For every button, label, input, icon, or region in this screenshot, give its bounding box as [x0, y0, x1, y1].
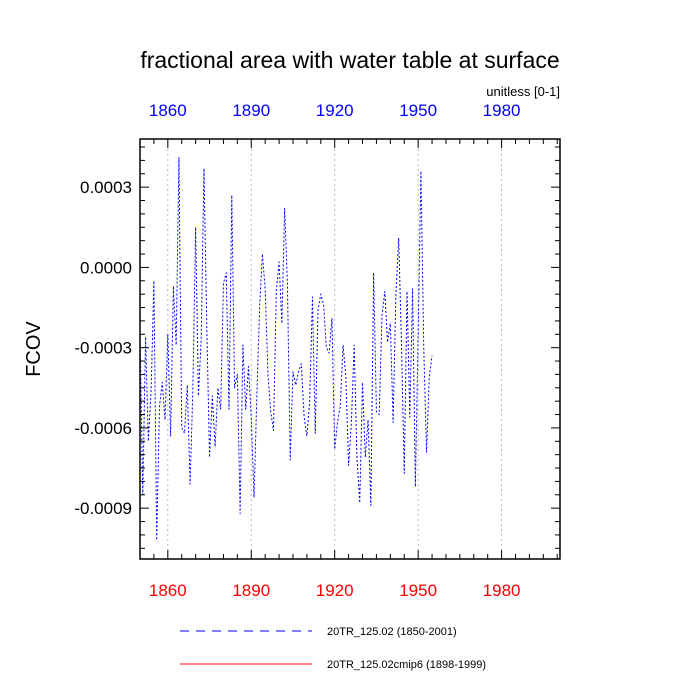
- series-line-1: [139, 157, 433, 541]
- tick-labels: 1860 1860 1890 1890 1920 1920 1950 1950 1980 1980…: [74, 101, 520, 600]
- legend-label-1: 20TR_125.02 (1850-2001): [327, 626, 457, 638]
- x-tick-label: 1890: [232, 581, 270, 600]
- y-tick-label: 0.0003: [80, 178, 132, 197]
- units-label: unitless [0-1]: [486, 84, 560, 99]
- axis-ticks: [139, 139, 560, 559]
- series-lines: [139, 157, 433, 541]
- x-top-tick-label: 1890: [232, 101, 270, 120]
- x-tick-label: 1920: [316, 581, 354, 600]
- legend: 20TR_125.02 (1850-2001) 20TR_125.02cmip6 …: [180, 626, 486, 671]
- x-top-tick-label: 1950: [399, 101, 437, 120]
- chart-title: fractional area with water table at surf…: [140, 47, 559, 73]
- y-tick-label: -0.0003: [74, 339, 132, 358]
- x-top-tick-label: 1980: [483, 101, 521, 120]
- y-tick-label: -0.0006: [74, 419, 132, 438]
- y-axis-label: FCOV: [23, 321, 45, 377]
- x-top-tick-label: 1860: [149, 101, 187, 120]
- x-tick-label: 1980: [483, 581, 521, 600]
- y-tick-label: 0.0000: [80, 258, 132, 277]
- x-tick-label: 1950: [399, 581, 437, 600]
- x-top-tick-label: 1920: [316, 101, 354, 120]
- plot-frame: [139, 138, 561, 560]
- y-tick-label: -0.0009: [74, 499, 132, 518]
- legend-label-2: 20TR_125.02cmip6 (1898-1999): [327, 659, 486, 671]
- x-tick-label: 1860: [149, 581, 187, 600]
- grid-lines: [167, 139, 502, 559]
